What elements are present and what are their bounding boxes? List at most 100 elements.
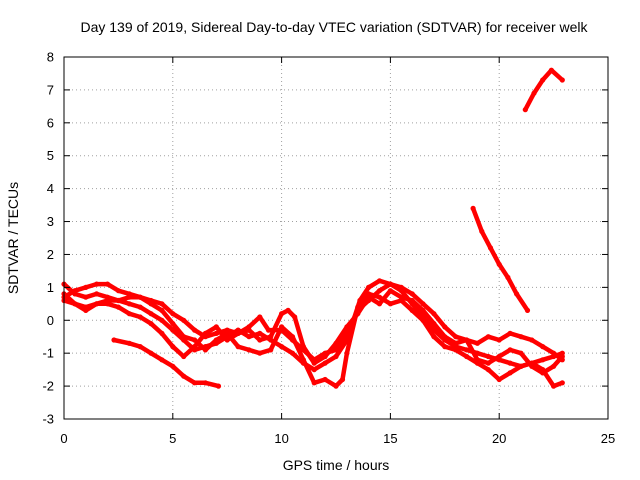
data-point-s4 [94,301,100,307]
data-point-s2 [104,281,111,287]
data-point-s4 [148,301,154,307]
data-point-s1 [126,301,132,307]
data-point-s1 [170,327,176,333]
data-point-s4 [224,330,230,336]
data-point-s2 [518,334,524,340]
data-point-s2 [192,327,198,333]
data-point-s4 [83,304,89,310]
data-point-s2 [94,281,100,287]
data-point-s2 [83,284,89,290]
y-tick-label: 8 [47,50,54,65]
data-point-s3 [420,307,426,313]
y-tick-label: -3 [42,412,54,427]
data-point-s4 [257,350,263,356]
data-point-s3 [453,340,459,346]
data-point-s2 [376,288,383,294]
data-point-s3 [431,321,437,327]
data-point-s4 [213,337,219,343]
y-tick-label: 7 [47,82,54,97]
data-point-s2 [115,288,121,294]
data-point-s4 [181,334,187,340]
plot-frame [63,56,609,420]
data-point-s2 [170,311,176,317]
data-point-s3 [170,344,176,350]
data-point-s3 [322,353,328,360]
data-point-s4 [398,297,404,304]
data-point-s5 [215,383,222,389]
data-point-s3 [137,314,143,320]
data-point-s1 [257,330,263,336]
data-point-s7 [559,77,565,83]
data-point-s6 [479,228,485,234]
data-point-s4 [202,347,208,353]
data-point-s4 [420,317,426,323]
data-point-s3 [559,353,565,360]
data-point-s2 [474,340,480,346]
data-point-s3 [376,301,383,307]
data-point-s3 [311,360,317,366]
data-point-s2 [540,344,546,350]
data-point-s4 [540,367,546,373]
data-point-s2 [431,311,437,317]
data-point-s5 [137,344,143,350]
data-point-s3 [464,337,470,343]
data-point-s4 [192,337,198,343]
data-point-s4 [289,334,296,340]
series-s5 [111,337,221,389]
data-point-s6 [505,274,511,281]
data-point-s3 [115,304,121,310]
data-point-s2 [265,327,272,333]
y-tick-label: 3 [47,214,54,229]
data-point-s5 [192,380,198,386]
y-tick-label: 6 [47,115,54,130]
data-point-s7 [522,107,528,113]
data-point-s3 [246,327,252,333]
data-point-s3 [300,344,306,350]
data-point-s2 [409,291,415,297]
data-point-s1 [246,334,252,340]
data-point-s3 [409,297,415,304]
data-point-s5 [202,380,208,386]
data-point-s3 [485,360,491,366]
data-point-s2 [257,314,263,320]
data-point-s3 [181,353,187,360]
data-point-s5 [159,357,165,363]
data-point-s5 [170,363,176,369]
data-point-s4 [355,304,361,310]
data-point-s4 [137,294,143,300]
data-point-s2 [485,334,491,340]
x-tick-label: 20 [492,431,506,446]
data-point-s4 [268,347,274,353]
data-point-s1 [376,278,383,284]
data-point-s4 [344,350,350,356]
data-point-s4 [104,297,111,304]
data-point-s1 [289,350,296,356]
data-point-s4 [115,297,121,304]
data-point-s1 [311,367,317,373]
data-point-s4 [279,324,285,330]
data-point-s1 [83,294,89,300]
data-point-s4 [235,344,241,350]
data-point-s2 [159,301,165,307]
data-point-s1 [366,284,372,290]
data-point-s2 [181,317,187,323]
data-point-s6 [514,291,520,297]
data-point-s4 [246,347,252,353]
y-tick-label: 4 [47,181,54,196]
ticks: 0 5 10 15 20 25 -3 -2 -1 0 1 2 3 4 5 6 7 8 [42,50,615,447]
series-s6 [470,206,530,313]
data-point-s1 [333,353,339,360]
data-point-s3 [292,314,298,320]
data-point-s2 [453,334,459,340]
data-point-s2 [333,347,339,353]
data-point-s2 [213,330,219,336]
data-point-s4 [126,294,132,300]
x-tick-label: 0 [60,431,67,446]
data-point-s3 [235,330,241,336]
data-point-s4 [322,376,328,383]
data-point-s2 [551,350,557,356]
data-point-s4 [551,383,557,389]
data-point-s7 [548,67,555,73]
data-point-s4 [485,367,491,373]
data-point-s1 [507,360,513,366]
